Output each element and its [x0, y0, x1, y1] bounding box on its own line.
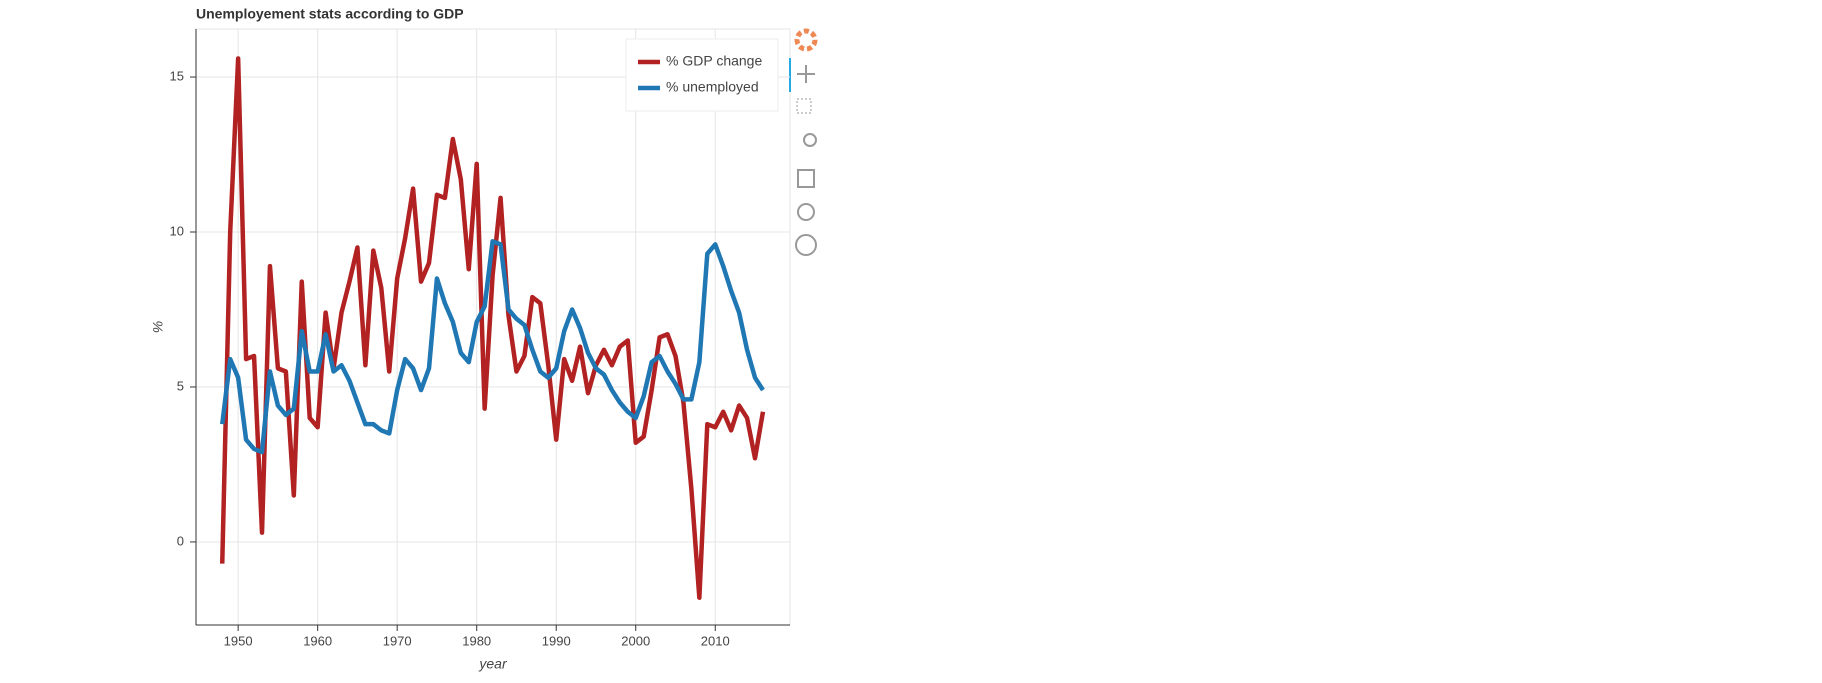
- x-tick-label: 1980: [462, 633, 491, 648]
- series-line: [220, 239, 765, 455]
- y-tick-label: 0: [177, 533, 184, 548]
- x-tick-label: 1990: [542, 633, 571, 648]
- wheel-zoom-tool[interactable]: [803, 133, 817, 147]
- x-tick-label: 1970: [383, 633, 412, 648]
- legend-box: [625, 38, 779, 112]
- x-tick-label: 1960: [303, 633, 332, 648]
- help-tool[interactable]: [795, 234, 817, 256]
- pan-tool[interactable]: [797, 65, 815, 83]
- y-tick-label: 10: [170, 223, 184, 238]
- y-tick-label: 5: [177, 378, 184, 393]
- reset-tool[interactable]: [797, 203, 815, 221]
- x-tick-label: 1950: [224, 633, 253, 648]
- y-axis-label: %: [150, 321, 166, 333]
- bokeh-logo[interactable]: [794, 28, 818, 52]
- chart-title: Unemployement stats according to GDP: [196, 6, 464, 22]
- toolbar: [789, 28, 818, 256]
- legend-label: % unemployed: [666, 79, 759, 95]
- series-line: [219, 56, 766, 600]
- x-tick-label: 2010: [701, 633, 730, 648]
- save-tool[interactable]: [797, 169, 815, 188]
- legend-label: % GDP change: [666, 53, 762, 69]
- legend: % GDP change % unemployed: [625, 38, 779, 112]
- x-tick-label: 2000: [621, 633, 650, 648]
- plot-frame: [195, 28, 791, 626]
- box-zoom-tool[interactable]: [796, 98, 812, 114]
- x-axis-label: year: [478, 656, 508, 672]
- y-tick-label: 15: [170, 68, 184, 83]
